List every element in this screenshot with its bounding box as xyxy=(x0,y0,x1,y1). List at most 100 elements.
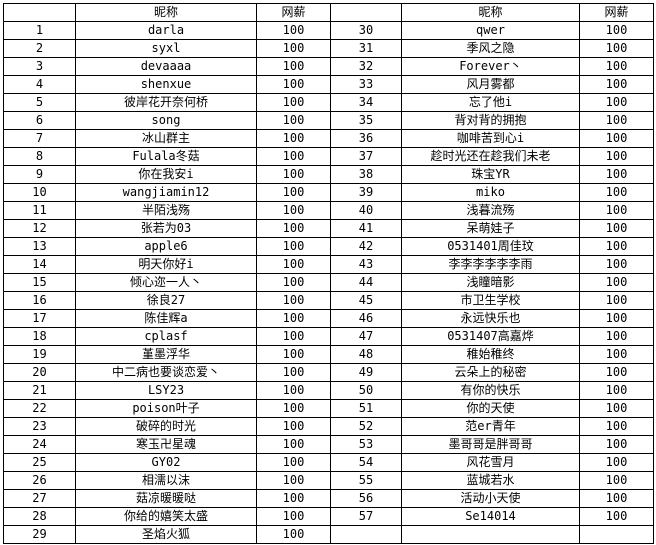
table-row: 26 相濡以沫 100 55 蓝城若水 100 xyxy=(3,471,654,490)
nickname-cell: qwer xyxy=(401,21,580,40)
nickname-cell: 云朵上的秘密 xyxy=(401,363,580,382)
salary-cell: 100 xyxy=(256,507,331,526)
rank-cell: 24 xyxy=(3,435,76,454)
salary-cell: 100 xyxy=(579,39,654,58)
salary-cell: 100 xyxy=(256,345,331,364)
nickname-cell: apple6 xyxy=(75,237,257,256)
salary-cell: 100 xyxy=(579,471,654,490)
nickname-cell: 稚始稚终 xyxy=(401,345,580,364)
rank-cell: 12 xyxy=(3,219,76,238)
salary-cell: 100 xyxy=(579,129,654,148)
salary-cell: 100 xyxy=(256,525,331,544)
nickname-cell: cplasf xyxy=(75,327,257,346)
table-row: 15 倾心迩一人丶 100 44 浅瞳暗影 100 xyxy=(3,273,654,292)
rank-cell xyxy=(330,525,402,544)
table-row: 10 wangjiamin12 100 39 miko 100 xyxy=(3,183,654,202)
rank-cell: 36 xyxy=(330,129,402,148)
rank-cell: 39 xyxy=(330,183,402,202)
rank-cell: 30 xyxy=(330,21,402,40)
nickname-cell: Forever丶 xyxy=(401,57,580,76)
table-row: 28 你给的嬉笑太盛 100 57 Se14014 100 xyxy=(3,507,654,526)
header-row: 昵称 网薪 昵称 网薪 xyxy=(3,3,654,22)
rank-cell: 18 xyxy=(3,327,76,346)
rank-cell: 47 xyxy=(330,327,402,346)
rank-cell: 11 xyxy=(3,201,76,220)
salary-cell: 100 xyxy=(579,57,654,76)
salary-cell: 100 xyxy=(256,183,331,202)
nickname-cell: 活动小天使 xyxy=(401,489,580,508)
salary-cell: 100 xyxy=(256,147,331,166)
salary-cell: 100 xyxy=(256,471,331,490)
nickname-cell: 风月雾都 xyxy=(401,75,580,94)
nickname-cell: 趁时光还在趁我们未老 xyxy=(401,147,580,166)
nickname-cell: 范er青年 xyxy=(401,417,580,436)
salary-cell: 100 xyxy=(256,39,331,58)
table-row: 12 张若为03 100 41 呆萌娃子 100 xyxy=(3,219,654,238)
rank-cell: 4 xyxy=(3,75,76,94)
rank-cell: 17 xyxy=(3,309,76,328)
salary-cell: 100 xyxy=(256,435,331,454)
nickname-cell: GY02 xyxy=(75,453,257,472)
nickname-cell: 永远快乐也 xyxy=(401,309,580,328)
nickname-cell: 菇凉暖暖哒 xyxy=(75,489,257,508)
rank-cell: 7 xyxy=(3,129,76,148)
salary-cell: 100 xyxy=(256,201,331,220)
salary-cell: 100 xyxy=(579,363,654,382)
rank-cell: 55 xyxy=(330,471,402,490)
nickname-cell: 张若为03 xyxy=(75,219,257,238)
table-row: 2 syxl 100 31 季风之隐 100 xyxy=(3,39,654,58)
table-row: 22 poison叶子 100 51 你的天使 100 xyxy=(3,399,654,418)
table-row: 11 半陌浅殇 100 40 浅暮流殇 100 xyxy=(3,201,654,220)
salary-cell: 100 xyxy=(579,201,654,220)
nickname-cell: 忘了他i xyxy=(401,93,580,112)
nickname-cell: 0531401周佳玟 xyxy=(401,237,580,256)
table-row: 21 LSY23 100 50 有你的快乐 100 xyxy=(3,381,654,400)
nickname-cell: 风花雪月 xyxy=(401,453,580,472)
rank-cell: 22 xyxy=(3,399,76,418)
nickname-cell: Fulala冬菇 xyxy=(75,147,257,166)
salary-cell: 100 xyxy=(256,75,331,94)
nickname-cell: wangjiamin12 xyxy=(75,183,257,202)
table-row: 19 堇墨浮华 100 48 稚始稚终 100 xyxy=(3,345,654,364)
nickname-cell: 冰山群主 xyxy=(75,129,257,148)
nickname-cell xyxy=(401,525,580,544)
rank-cell: 1 xyxy=(3,21,76,40)
nickname-cell: 堇墨浮华 xyxy=(75,345,257,364)
nickname-cell: 徐良27 xyxy=(75,291,257,310)
rank-cell: 20 xyxy=(3,363,76,382)
salary-cell: 100 xyxy=(579,255,654,274)
rank-cell: 52 xyxy=(330,417,402,436)
nickname-cell: 中二病也要谈恋爱丶 xyxy=(75,363,257,382)
nickname-cell: 半陌浅殇 xyxy=(75,201,257,220)
nickname-cell: 圣焰火狐 xyxy=(75,525,257,544)
rank-cell: 32 xyxy=(330,57,402,76)
rank-cell: 2 xyxy=(3,39,76,58)
salary-cell: 100 xyxy=(579,219,654,238)
rank-cell: 9 xyxy=(3,165,76,184)
nickname-cell: devaaaa xyxy=(75,57,257,76)
rank-cell: 29 xyxy=(3,525,76,544)
rank-cell: 25 xyxy=(3,453,76,472)
rank-cell: 46 xyxy=(330,309,402,328)
table-header: 昵称 网薪 昵称 网薪 xyxy=(3,3,654,22)
nickname-cell: 你给的嬉笑太盛 xyxy=(75,507,257,526)
rank-cell: 53 xyxy=(330,435,402,454)
salary-cell: 100 xyxy=(579,237,654,256)
rank-cell: 35 xyxy=(330,111,402,130)
salary-cell: 100 xyxy=(579,399,654,418)
salary-cell: 100 xyxy=(579,507,654,526)
table-row: 16 徐良27 100 45 市卫生学校 100 xyxy=(3,291,654,310)
rank-cell: 50 xyxy=(330,381,402,400)
nickname-cell: 浅暮流殇 xyxy=(401,201,580,220)
nickname-cell: 浅瞳暗影 xyxy=(401,273,580,292)
rank-cell: 33 xyxy=(330,75,402,94)
rank-cell: 10 xyxy=(3,183,76,202)
rank-cell: 51 xyxy=(330,399,402,418)
nickname-cell: shenxue xyxy=(75,75,257,94)
rank-cell: 23 xyxy=(3,417,76,436)
table-row: 24 寒玉卍星魂 100 53 墨哥哥是胖哥哥 100 xyxy=(3,435,654,454)
salary-cell: 100 xyxy=(579,111,654,130)
table-row: 14 明天你好i 100 43 李李李李李李雨 100 xyxy=(3,255,654,274)
nickname-cell: 你在我安i xyxy=(75,165,257,184)
nickname-cell: 倾心迩一人丶 xyxy=(75,273,257,292)
